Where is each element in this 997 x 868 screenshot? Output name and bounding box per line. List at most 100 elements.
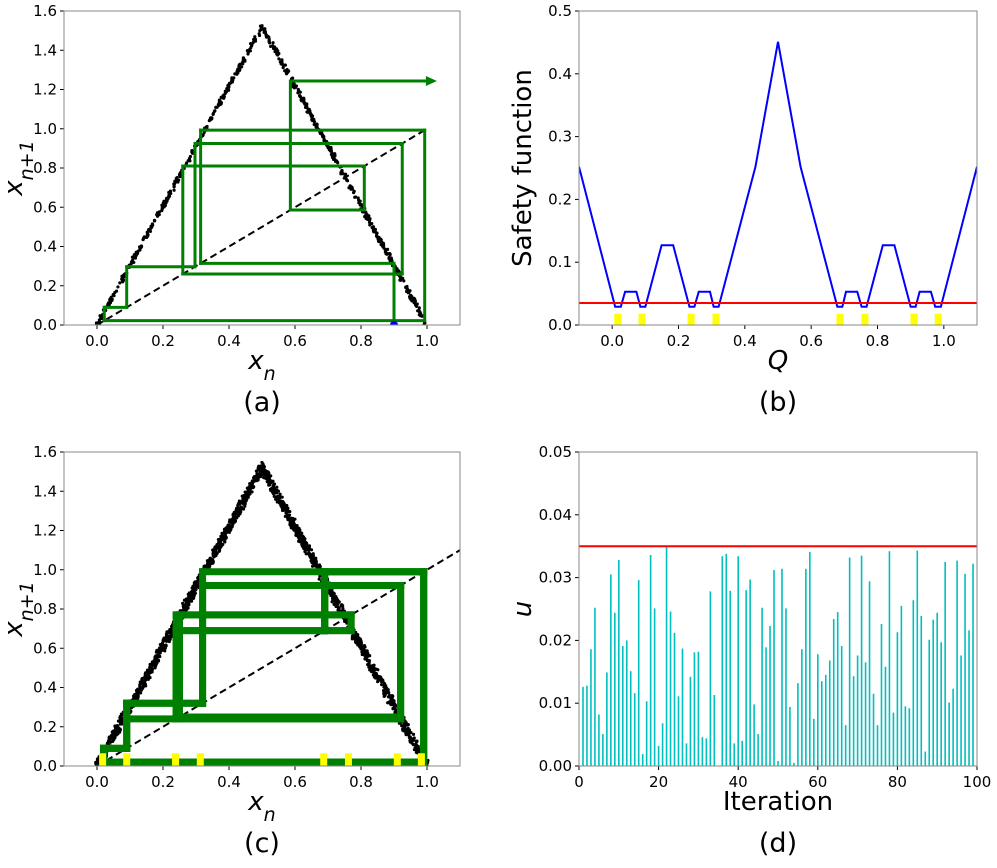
y-tick-label: 0.4 — [33, 238, 57, 256]
map-point — [219, 95, 223, 100]
map-point — [405, 284, 409, 289]
bar — [920, 615, 923, 766]
map-point — [118, 718, 122, 722]
map-point — [162, 636, 166, 640]
y-tick-label: 0.00 — [539, 757, 572, 775]
map-point — [320, 133, 325, 137]
bar — [820, 681, 823, 766]
map-point — [163, 200, 167, 204]
y-tick-label: 1.0 — [33, 561, 57, 579]
map-point — [194, 587, 198, 591]
map-point — [232, 519, 237, 523]
bar — [637, 580, 640, 766]
map-point — [233, 512, 237, 516]
map-point — [307, 551, 311, 555]
map-point — [380, 683, 384, 687]
map-point — [240, 494, 244, 498]
map-point — [351, 191, 356, 195]
y-tick-label: 0.3 — [548, 128, 572, 146]
map-point — [187, 600, 191, 605]
map-point — [296, 91, 300, 95]
map-point — [116, 724, 120, 728]
bar — [598, 714, 600, 766]
map-point — [334, 159, 339, 163]
map-point — [257, 32, 261, 36]
map-point — [290, 519, 294, 523]
map-point — [273, 49, 277, 54]
map-point — [344, 618, 348, 623]
plot-frame — [578, 451, 978, 767]
map-point — [382, 693, 387, 697]
map-point — [345, 621, 349, 625]
bar — [641, 754, 644, 766]
bar — [832, 619, 835, 766]
map-point — [370, 225, 374, 230]
map-point — [271, 44, 275, 48]
map-point — [298, 536, 302, 540]
bar — [896, 632, 899, 766]
map-point — [381, 241, 385, 245]
map-point — [213, 109, 217, 113]
map-point — [387, 693, 392, 697]
map-point — [247, 490, 251, 494]
map-point — [176, 180, 180, 184]
map-point — [292, 84, 296, 88]
map-point — [415, 739, 419, 743]
bar — [892, 712, 895, 766]
map-point — [172, 185, 176, 189]
map-point — [318, 574, 322, 578]
bar — [960, 655, 962, 766]
map-point — [110, 737, 115, 741]
map-point — [412, 296, 416, 300]
map-point — [330, 154, 334, 158]
map-point — [168, 189, 173, 193]
map-point — [218, 99, 222, 103]
map-point — [116, 732, 120, 736]
bar — [653, 608, 656, 766]
bar — [936, 612, 938, 766]
map-point — [99, 315, 103, 319]
map-point — [223, 89, 227, 93]
x-tick-label: 60 — [808, 773, 827, 791]
x-tick-label: 0.6 — [283, 773, 307, 791]
map-point — [248, 484, 252, 488]
map-point — [243, 504, 247, 508]
map-point — [365, 213, 369, 217]
bar — [649, 554, 652, 766]
map-point — [196, 576, 200, 580]
map-point — [138, 691, 143, 695]
y-tick-label: 1.4 — [33, 41, 57, 59]
map-point — [158, 646, 162, 650]
plot-area — [579, 545, 977, 766]
map-point — [147, 671, 151, 675]
panel-label: (c) — [244, 828, 280, 859]
map-point — [142, 236, 146, 240]
map-point — [258, 24, 263, 28]
map-point — [208, 118, 213, 122]
map-point — [293, 517, 297, 521]
map-point — [330, 600, 334, 604]
bar — [753, 704, 755, 766]
bar — [733, 743, 736, 766]
map-point — [116, 285, 120, 289]
map-point — [282, 508, 286, 512]
bar — [685, 743, 688, 766]
trajectory-arrowhead — [425, 76, 437, 87]
bar — [773, 570, 775, 766]
map-point — [160, 209, 164, 213]
x-axis-label: Iteration — [723, 787, 833, 817]
map-point — [414, 303, 418, 307]
map-point — [295, 525, 299, 529]
x-tick-label: 0.2 — [667, 332, 691, 350]
bar — [761, 607, 763, 766]
bar — [912, 600, 915, 766]
map-point — [253, 35, 257, 39]
map-point — [172, 188, 176, 192]
map-point — [417, 310, 422, 314]
x-tick-label: 0.2 — [151, 773, 175, 791]
bar — [633, 693, 636, 766]
bar — [924, 751, 927, 766]
map-point — [154, 656, 158, 660]
map-point — [167, 193, 171, 197]
map-point — [235, 516, 239, 520]
